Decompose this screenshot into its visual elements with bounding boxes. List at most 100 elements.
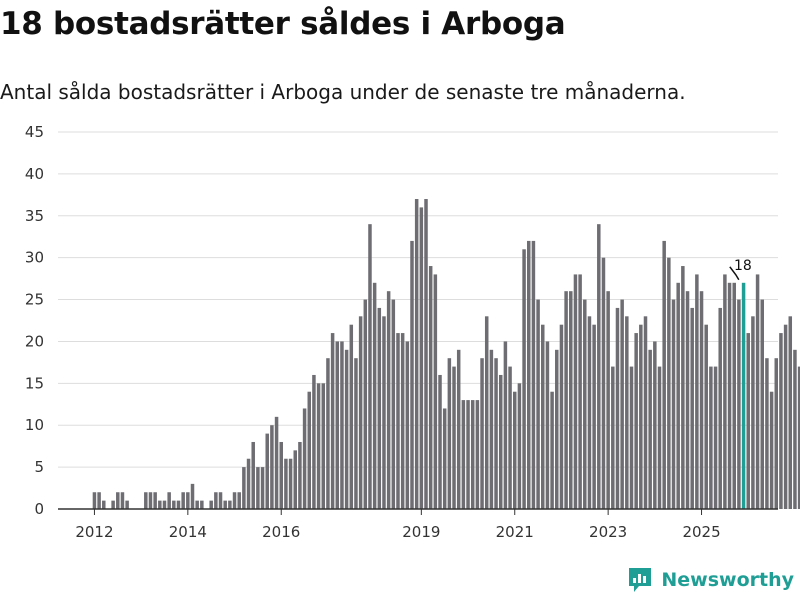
bar — [550, 391, 554, 509]
bar — [508, 366, 512, 509]
bar — [797, 366, 800, 509]
bar — [648, 349, 652, 509]
bar — [335, 341, 340, 509]
bar — [760, 299, 764, 509]
bar — [727, 282, 732, 509]
x-tick-label: 2016 — [262, 523, 300, 541]
bar — [475, 400, 480, 509]
bar — [363, 299, 368, 509]
bar — [489, 349, 494, 509]
y-tick-label: 20 — [25, 332, 44, 350]
bar — [237, 492, 241, 509]
bar — [223, 500, 227, 509]
bar — [288, 458, 293, 509]
bar — [653, 341, 657, 509]
bar — [377, 307, 382, 509]
bar — [536, 299, 540, 509]
bar — [643, 316, 648, 509]
bar — [732, 282, 736, 509]
bar — [386, 291, 391, 509]
bar — [190, 483, 195, 509]
bar — [368, 224, 372, 509]
y-tick-label: 40 — [25, 165, 44, 183]
bar — [116, 492, 120, 509]
bar-highlight — [741, 282, 746, 509]
bar — [181, 492, 185, 509]
bar — [316, 383, 321, 509]
bar — [270, 425, 274, 509]
bar — [783, 324, 788, 509]
bars — [92, 199, 800, 510]
bar — [573, 274, 578, 509]
bar — [298, 441, 302, 509]
bar — [251, 441, 255, 509]
bar — [746, 333, 750, 509]
bar — [340, 341, 344, 509]
bar — [461, 400, 466, 509]
x-tick-label: 2019 — [402, 523, 440, 541]
bar — [517, 383, 522, 509]
x-tick-label: 2025 — [682, 523, 720, 541]
bar — [167, 492, 171, 509]
bar — [606, 291, 610, 509]
bar — [438, 374, 442, 509]
bar — [667, 257, 671, 509]
bar — [97, 492, 101, 509]
newsworthy-logo-icon — [629, 568, 652, 592]
bar — [424, 199, 428, 509]
bar — [195, 500, 199, 509]
bar — [176, 500, 181, 509]
bar — [293, 450, 297, 509]
bar — [723, 274, 727, 509]
bar — [555, 349, 559, 509]
bar — [681, 266, 685, 509]
bar — [676, 282, 680, 509]
bar — [265, 433, 269, 509]
bar — [428, 266, 433, 509]
bar — [559, 324, 564, 509]
bar — [410, 240, 414, 509]
bar — [569, 291, 573, 509]
bar — [629, 366, 634, 509]
bar — [601, 257, 606, 509]
bar — [391, 299, 396, 509]
bar — [256, 467, 260, 509]
bar — [671, 299, 676, 509]
bar — [527, 240, 531, 509]
bar — [769, 391, 774, 509]
bar — [578, 274, 582, 509]
bar — [718, 307, 722, 509]
x-tick-label: 2021 — [496, 523, 534, 541]
bar — [690, 307, 694, 509]
bar — [419, 207, 424, 509]
bar — [200, 500, 204, 509]
bar — [442, 408, 447, 509]
bar — [358, 316, 363, 509]
bar — [218, 492, 223, 509]
chart-subtitle: Antal sålda bostadsrätter i Arboga under… — [0, 80, 686, 104]
bar — [470, 400, 475, 509]
bar — [172, 500, 176, 509]
bar — [737, 299, 741, 509]
bar — [349, 324, 354, 509]
annotation-pointer — [729, 266, 740, 281]
bar — [564, 291, 568, 509]
bar — [699, 291, 704, 509]
bar — [662, 240, 666, 509]
bar — [144, 492, 148, 509]
bar — [531, 240, 536, 509]
bar — [494, 358, 498, 509]
x-tick-label: 2023 — [589, 523, 627, 541]
bar — [512, 391, 517, 509]
bar — [503, 341, 508, 509]
bar — [755, 274, 760, 509]
bar — [657, 366, 662, 509]
x-tick-label: 2012 — [75, 523, 113, 541]
bar — [274, 416, 279, 509]
bar — [312, 374, 316, 509]
y-tick-label: 15 — [25, 374, 44, 392]
bar — [148, 492, 153, 509]
bar — [704, 324, 708, 509]
brand-name: Newsworthy — [661, 569, 794, 591]
